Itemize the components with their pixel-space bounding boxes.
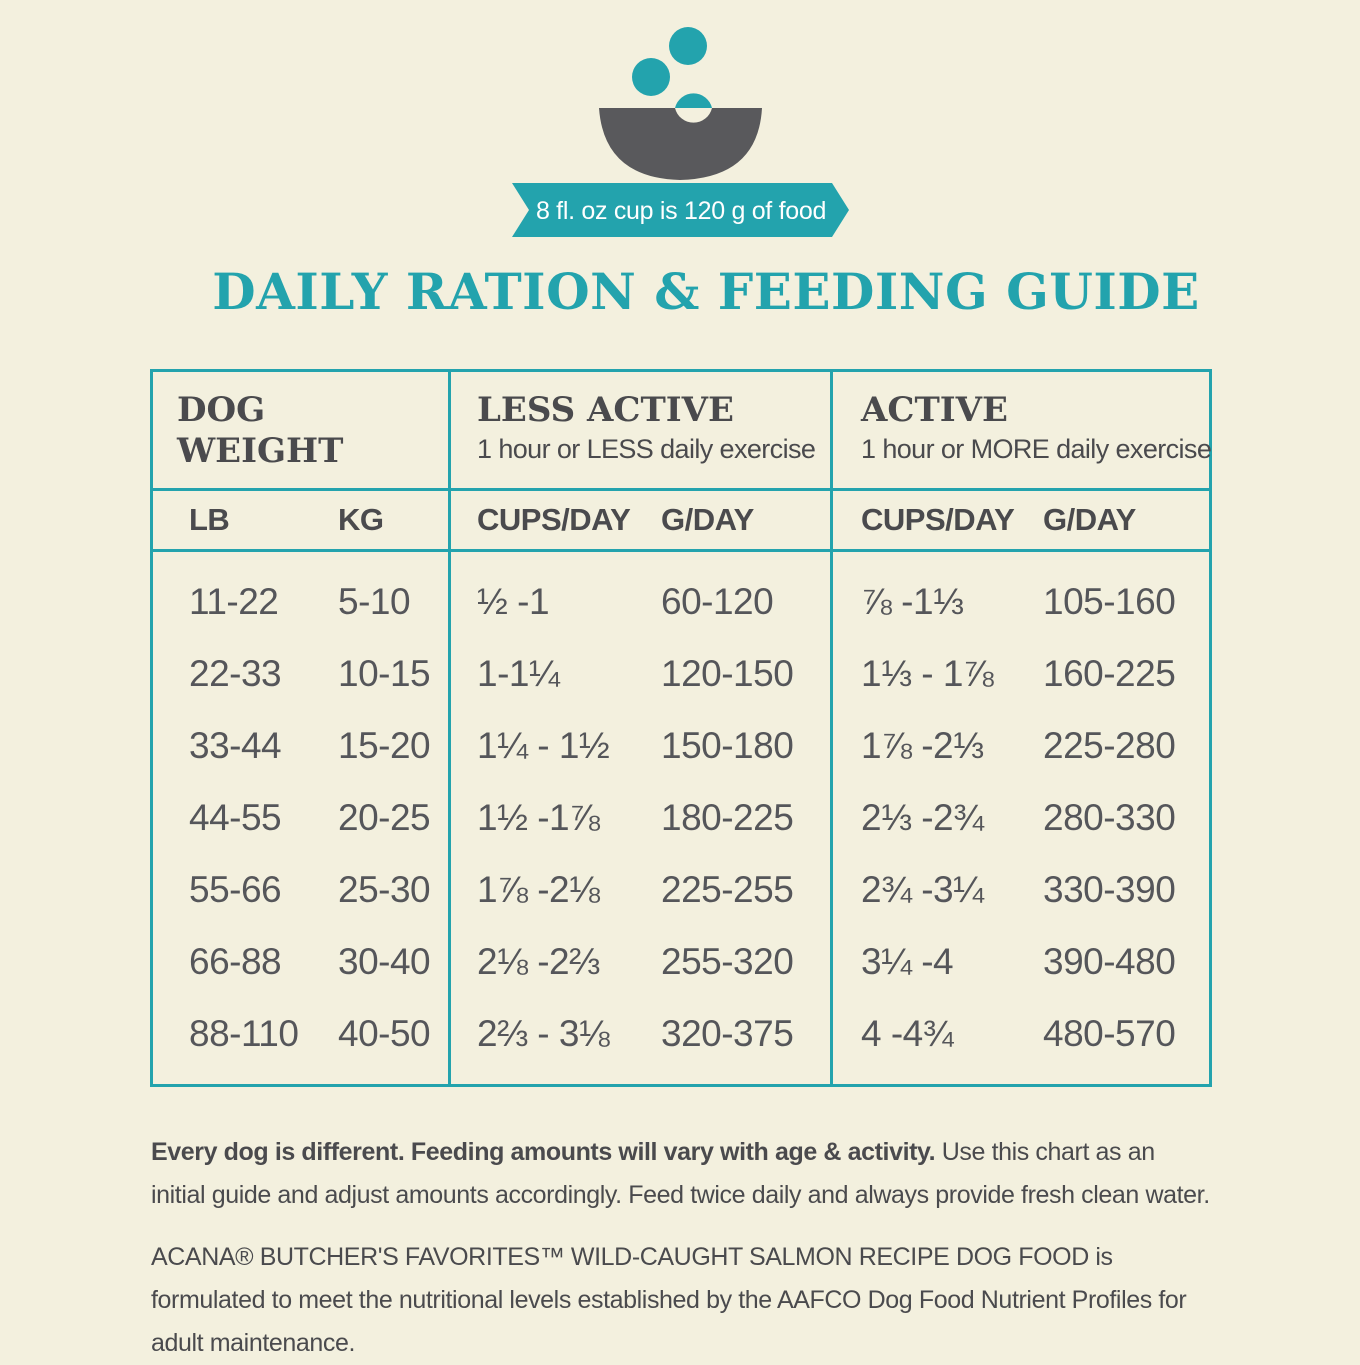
cell-cups-active: ⅞ -1⅓ [861,581,964,622]
cell-lb: 88-110 [189,1013,299,1054]
cell-g-less: 320-375 [661,1013,794,1054]
column-header-g-less: G/DAY [661,502,754,537]
column-divider [448,372,451,1084]
feeding-note-text: Use this chart as an initial guide and a… [151,1138,1210,1209]
bowl-shape [599,108,762,180]
row-divider [153,549,1209,552]
cell-g-less: 150-180 [661,725,794,766]
cell-kg: 20-25 [338,797,431,838]
dog-weight-heading: DOG WEIGHT [177,390,344,471]
column-header-lb: LB [189,502,230,537]
feeding-table: DOG WEIGHT LESS ACTIVE 1 hour or LESS da… [150,369,1212,1087]
column-header-cups-active: CUPS/DAY [861,502,1015,537]
cell-g-less: 120-150 [661,653,794,694]
cup-banner [512,183,849,237]
feeding-note-bold: Every dog is different. Feeding amounts … [151,1138,936,1166]
cell-g-less: 180-225 [661,797,794,838]
cell-kg: 40-50 [338,1013,431,1054]
column-header-g-active: G/DAY [1043,502,1136,537]
cell-kg: 15-20 [338,725,431,766]
active-heading: ACTIVE [861,390,1008,430]
cell-cups-active: 2¾ -3¼ [861,869,984,910]
cell-g-active: 160-225 [1043,653,1176,694]
active-subheading: 1 hour or MORE daily exercise [861,434,1212,464]
cell-g-less: 225-255 [661,869,794,910]
row-divider [153,488,1209,491]
cell-lb: 55-66 [189,869,282,910]
cell-kg: 25-30 [338,869,431,910]
cell-cups-less: 2⅔ - 3⅛ [477,1013,610,1054]
less-active-subheading: 1 hour or LESS daily exercise [477,434,816,464]
cell-g-active: 225-280 [1043,725,1176,766]
cell-cups-active: 4 -4¾ [861,1013,954,1054]
column-divider [830,372,833,1084]
cell-g-active: 280-330 [1043,797,1176,838]
cell-cups-less: 1½ -1⅞ [477,797,600,838]
cup-size-note: 8 fl. oz cup is 120 g of food [535,196,827,225]
cell-cups-less: 1-1¼ [477,653,560,694]
kibble-dot-bowl [675,93,712,108]
cell-lb: 44-55 [189,797,282,838]
cell-lb: 11-22 [189,581,279,622]
cell-cups-less: ½ -1 [477,581,550,622]
aafco-statement: ACANA® BUTCHER'S FAVORITES™ WILD-CAUGHT … [151,1243,1187,1357]
cell-lb: 33-44 [189,725,282,766]
kibble-dot-top [669,27,707,65]
food-bowl-graphic: 8 fl. oz cup is 120 g of food [0,0,1360,250]
cell-lb: 66-88 [189,941,282,982]
cell-g-active: 480-570 [1043,1013,1176,1054]
feeding-note: Every dog is different. Feeding amounts … [151,1131,1211,1217]
cell-g-less: 60-120 [661,581,774,622]
kibble-dot-left [632,58,670,96]
cell-g-active: 390-480 [1043,941,1176,982]
cell-g-less: 255-320 [661,941,794,982]
cell-cups-less: 2⅛ -2⅔ [477,941,600,982]
cell-kg: 5-10 [338,581,411,622]
page-title: DAILY RATION & FEEDING GUIDE [212,262,1200,321]
cell-g-active: 105-160 [1043,581,1176,622]
cell-g-active: 330-390 [1043,869,1176,910]
cell-cups-active: 1⅞ -2⅓ [861,725,984,766]
less-active-heading: LESS ACTIVE [477,390,734,430]
cell-cups-active: 3¼ -4 [861,941,954,982]
cell-lb: 22-33 [189,653,282,694]
column-header-kg: KG [338,502,384,537]
cell-cups-less: 1⅞ -2⅛ [477,869,600,910]
cell-kg: 10-15 [338,653,431,694]
cell-cups-active: 1⅓ - 1⅞ [861,653,994,694]
cell-kg: 30-40 [338,941,431,982]
column-header-cups-less: CUPS/DAY [477,502,631,537]
cell-cups-active: 2⅓ -2¾ [861,797,984,838]
cell-cups-less: 1¼ - 1½ [477,725,610,766]
food-bowl-icon [512,27,849,237]
